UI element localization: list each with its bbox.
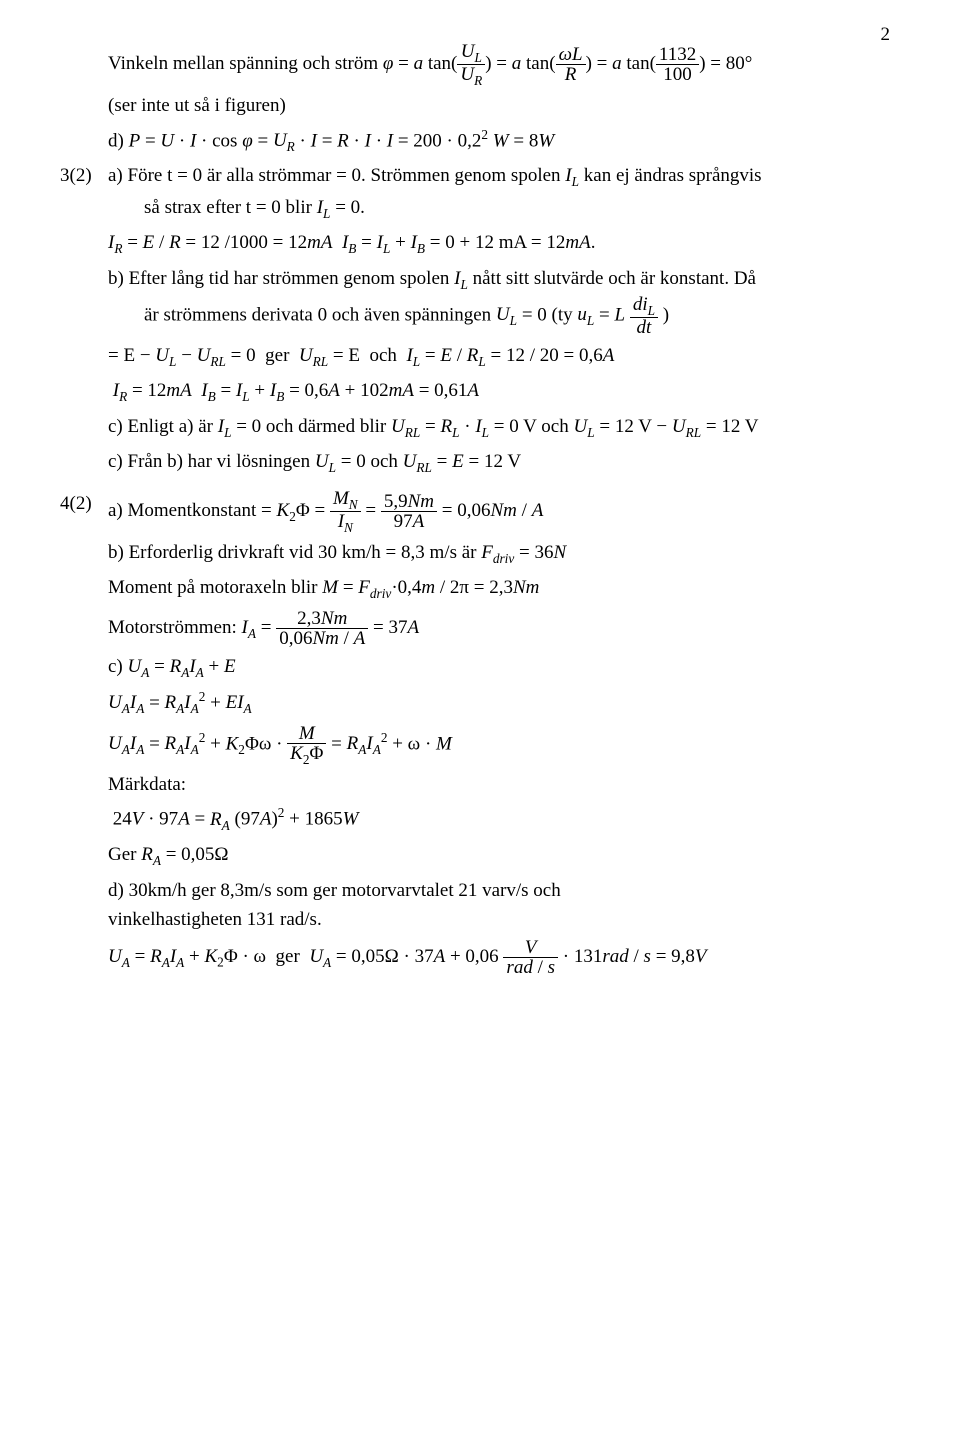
text-line: b) Efter lång tid har strömmen genom spo… <box>108 264 890 338</box>
text-line: Moment på motoraxeln blir M = Fdriv·0,4m… <box>108 573 890 604</box>
text-line: d) 30km/h ger 8,3m/s som ger motorvarvta… <box>108 876 890 935</box>
text-line: c) Enligt a) är IL = 0 och därmed blir U… <box>108 412 890 443</box>
page-number: 2 <box>881 20 891 49</box>
paragraph: 3(2) a) Före t = 0 är alla strömmar = 0.… <box>60 161 890 224</box>
equation-line: Motorströmmen: IA = 2,3Nm0,06Nm / A = 37… <box>108 609 890 648</box>
text-line: Vinkeln mellan spänning och ström φ = a … <box>108 42 890 87</box>
paragraph: Ger RA = 0,05Ω <box>60 840 890 871</box>
equation-line: a) Momentkonstant = K2Φ = MNIN = 5,9Nm97… <box>108 489 890 534</box>
equation-line: 24V · 97A = RA (97A)2 + 1865W <box>108 803 890 836</box>
page: 2 Vinkeln mellan spänning och ström φ = … <box>0 0 960 1432</box>
paragraph: IR = 12mA IB = IL + IB = 0,6A + 102mA = … <box>60 376 890 407</box>
paragraph: c) UA = RAIA + E <box>60 652 890 683</box>
text: Vinkeln mellan spänning och ström <box>108 53 383 74</box>
paragraph: UA = RAIA + K2Φ · ω ger UA = 0,05Ω · 37A… <box>60 938 890 977</box>
equation-line: IR = E / R = 12 /1000 = 12mA IB = IL + I… <box>108 228 890 259</box>
paragraph: Motorströmmen: IA = 2,3Nm0,06Nm / A = 37… <box>60 609 890 648</box>
text-line: b) Erforderlig drivkraft vid 30 km/h = 8… <box>108 538 890 569</box>
paragraph: Moment på motoraxeln blir M = Fdriv·0,4m… <box>60 573 890 604</box>
section-label: 4(2) <box>60 489 108 518</box>
text-line: (ser inte ut så i figuren) <box>108 91 890 120</box>
equation-line: UA = RAIA + K2Φ · ω ger UA = 0,05Ω · 37A… <box>108 938 890 977</box>
paragraph: (ser inte ut så i figuren) <box>60 91 890 120</box>
paragraph: Märkdata: <box>60 770 890 799</box>
paragraph: Vinkeln mellan spänning och ström φ = a … <box>60 42 890 87</box>
paragraph: 4(2) a) Momentkonstant = K2Φ = MNIN = 5,… <box>60 489 890 534</box>
paragraph: UAIA = RAIA2 + EIA <box>60 687 890 720</box>
paragraph: b) Efter lång tid har strömmen genom spo… <box>60 264 890 338</box>
equation-line: UAIA = RAIA2 + K2Φω · MK2Φ = RAIA2 + ω ·… <box>108 724 890 766</box>
text-line: Märkdata: <box>108 770 890 799</box>
paragraph: IR = E / R = 12 /1000 = 12mA IB = IL + I… <box>60 228 890 259</box>
paragraph: 24V · 97A = RA (97A)2 + 1865W <box>60 803 890 836</box>
text-line: Ger RA = 0,05Ω <box>108 840 890 871</box>
equation-line: d) P = U · I · cos φ = UR · I = R · I · … <box>108 125 890 158</box>
paragraph: UAIA = RAIA2 + K2Φω · MK2Φ = RAIA2 + ω ·… <box>60 724 890 766</box>
paragraph: = E − UL − URL = 0 ger URL = E och IL = … <box>60 341 890 372</box>
equation: φ <box>383 53 394 74</box>
equation-line: UAIA = RAIA2 + EIA <box>108 687 890 720</box>
paragraph: d) 30km/h ger 8,3m/s som ger motorvarvta… <box>60 876 890 935</box>
equation-line: IR = 12mA IB = IL + IB = 0,6A + 102mA = … <box>108 376 890 407</box>
paragraph: c) Enligt a) är IL = 0 och därmed blir U… <box>60 412 890 443</box>
paragraph: c) Från b) har vi lösningen UL = 0 och U… <box>60 447 890 478</box>
section-label: 3(2) <box>60 161 108 190</box>
equation-line: c) UA = RAIA + E <box>108 652 890 683</box>
equation-line: = E − UL − URL = 0 ger URL = E och IL = … <box>108 341 890 372</box>
text-line: c) Från b) har vi lösningen UL = 0 och U… <box>108 447 890 478</box>
text-line: a) Före t = 0 är alla strömmar = 0. Strö… <box>108 161 890 224</box>
paragraph: b) Erforderlig drivkraft vid 30 km/h = 8… <box>60 538 890 569</box>
paragraph: d) P = U · I · cos φ = UR · I = R · I · … <box>60 125 890 158</box>
